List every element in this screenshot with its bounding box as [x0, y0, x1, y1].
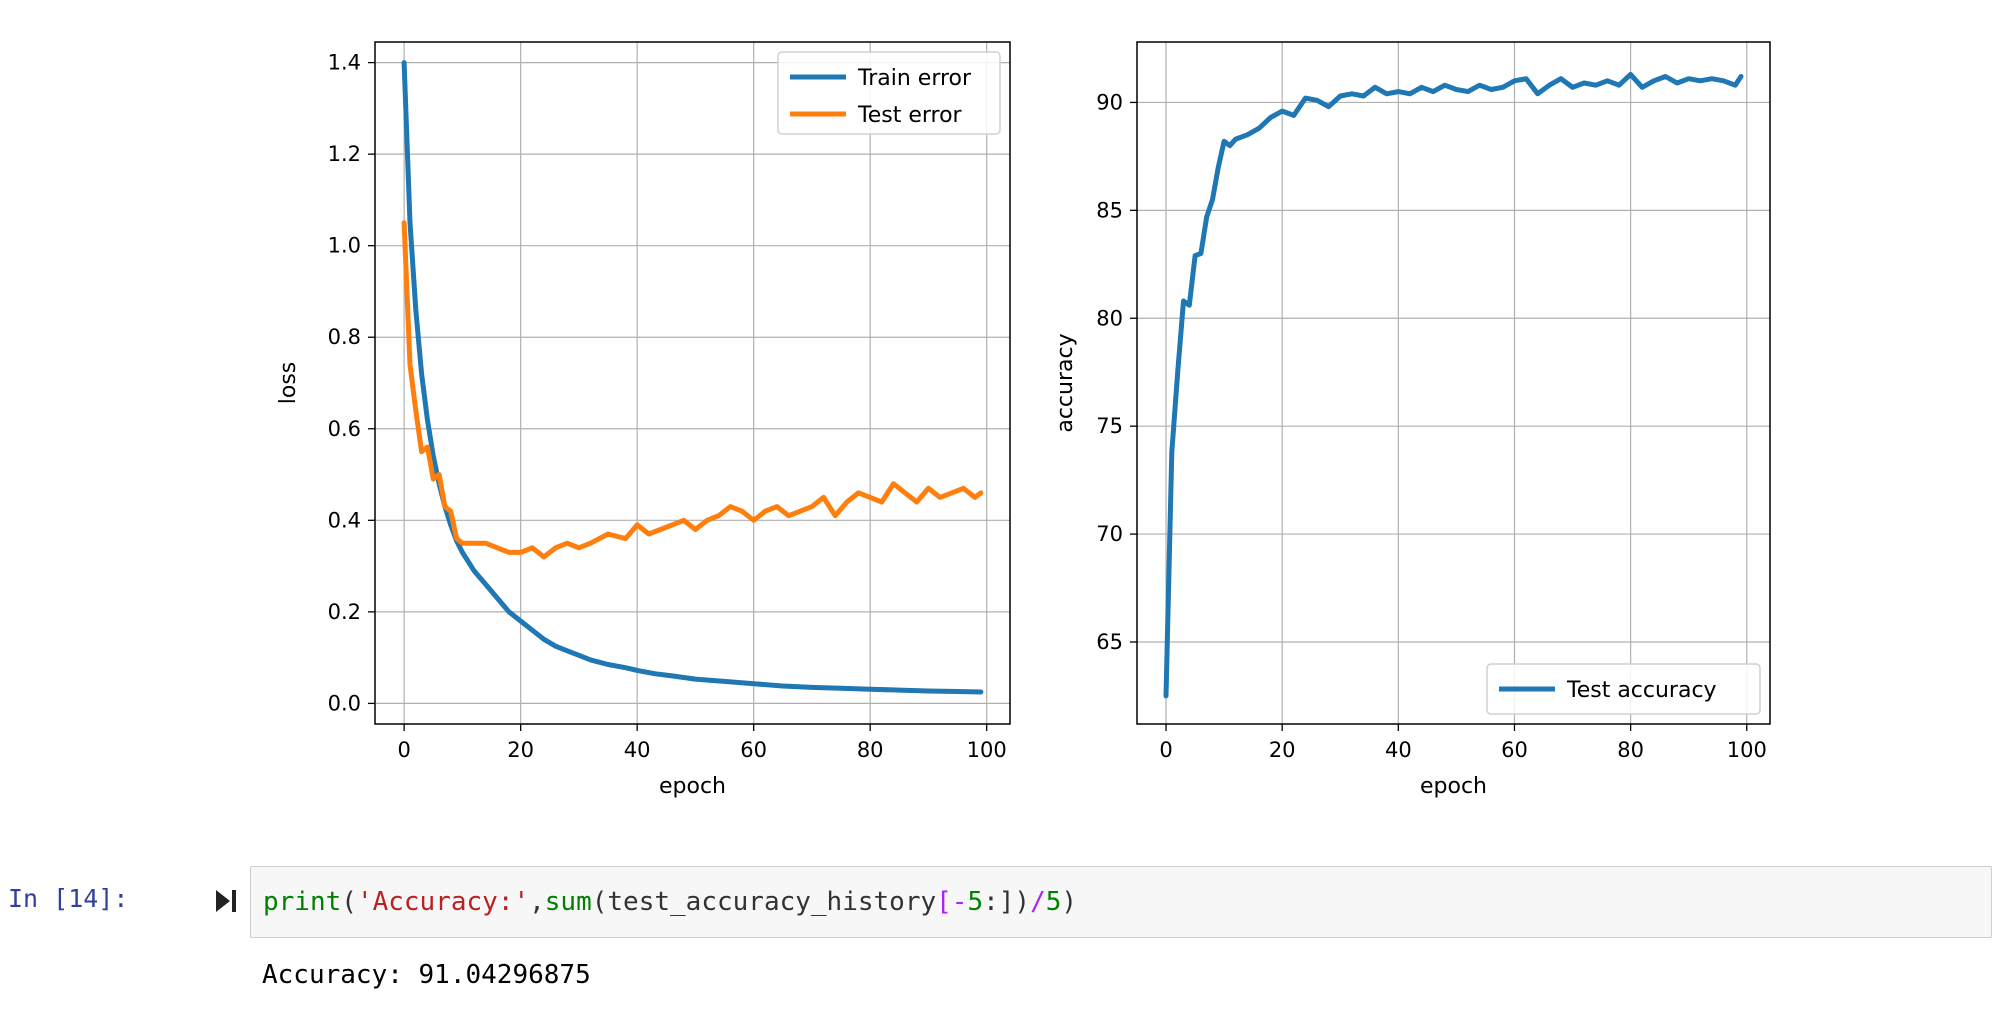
input-prompt: In [14]:	[8, 884, 129, 913]
y-axis-label: loss	[276, 362, 301, 405]
x-tick-label: 40	[624, 738, 651, 762]
legend-label: Test accuracy	[1566, 678, 1717, 703]
plots-figure: 0 20 40 60 80 100 0.0 0.2 0.4 0.6 0.8 1.0 1.2 1.4 epoc…	[276, 41, 1771, 799]
code-token-number: 5	[967, 887, 984, 917]
y-tick-label: 1.0	[328, 234, 361, 258]
code-token-string: 'Accuracy:'	[356, 887, 530, 917]
x-tick-label: 60	[740, 738, 767, 762]
legend-label: Train error	[857, 66, 972, 91]
legend-label: Test error	[857, 103, 963, 128]
code-cell: In [14]: print('Accuracy:',sum(test_accu…	[0, 856, 1992, 1010]
x-tick-label: 40	[1385, 738, 1412, 762]
y-tick-label: 65	[1096, 630, 1123, 654]
x-tick-label: 80	[857, 738, 884, 762]
series-line-test-error	[401, 220, 984, 560]
y-tick-label: 90	[1096, 90, 1123, 114]
y-axis-label: accuracy	[1053, 333, 1078, 432]
code-token-number: 5	[1045, 887, 1062, 917]
code-token-comma: ,	[529, 887, 545, 917]
x-tick-label: 80	[1617, 738, 1644, 762]
code-token-paren: )	[1061, 887, 1078, 917]
y-tick-label: 0.4	[328, 508, 361, 532]
x-tick-label: 20	[1269, 738, 1296, 762]
y-tick-label: 70	[1096, 522, 1123, 546]
y-tick-label: 1.2	[328, 142, 361, 166]
chart-1: 0 20 40 60 80 100 0.0 0.2 0.4 0.6 0.8 1.0 1.2 1.4 epoc…	[276, 41, 1011, 799]
x-tick-label: 20	[507, 738, 534, 762]
code-token-bracket: [	[936, 887, 952, 917]
axes-frame	[1136, 41, 1771, 725]
code-input[interactable]: print('Accuracy:',sum(test_accuracy_hist…	[250, 866, 1992, 938]
y-tick-label: 0.2	[328, 600, 361, 624]
y-tick-label: 0.0	[328, 691, 361, 715]
y-tick-label: 1.4	[328, 51, 361, 75]
x-tick-label: 100	[1727, 738, 1767, 762]
code-token-slice: :])	[983, 887, 1031, 917]
x-tick-label: 0	[1159, 738, 1172, 762]
code-token-print: print	[263, 887, 342, 917]
x-tick-label: 100	[967, 738, 1007, 762]
x-tick-label: 60	[1501, 738, 1528, 762]
cell-output: Accuracy: 91.04296875	[262, 960, 591, 990]
code-token-sum: sum	[544, 887, 592, 917]
code-token-paren: (	[341, 887, 357, 917]
chart-2: 0 20 40 60 80 100 65 70 75 80 85 90 epoch accuracy Tes…	[1053, 41, 1771, 799]
legend-box	[1486, 663, 1761, 715]
y-tick-label: 80	[1096, 306, 1123, 330]
y-tick-label: 75	[1096, 414, 1123, 438]
x-tick-label: 0	[397, 738, 410, 762]
series-line-test-accuracy	[1163, 71, 1744, 699]
run-cell-icon[interactable]	[212, 886, 242, 916]
code-token-var: test_accuracy_history	[607, 887, 937, 917]
code-token-paren: (	[591, 887, 608, 917]
legend: Train error Test error	[777, 51, 1001, 135]
code-line: print('Accuracy:',sum(test_accuracy_hist…	[263, 887, 1077, 917]
x-axis-label: epoch	[659, 774, 726, 799]
x-axis-label: epoch	[1420, 774, 1487, 799]
legend: Test accuracy	[1486, 663, 1761, 715]
axes-frame	[374, 41, 1011, 725]
y-tick-label: 85	[1096, 198, 1123, 222]
code-token-minus: -	[951, 887, 968, 917]
y-tick-label: 0.6	[328, 417, 361, 441]
y-tick-label: 0.8	[328, 325, 361, 349]
code-token-slash: /	[1030, 887, 1046, 917]
series-line-train-error	[401, 60, 984, 695]
